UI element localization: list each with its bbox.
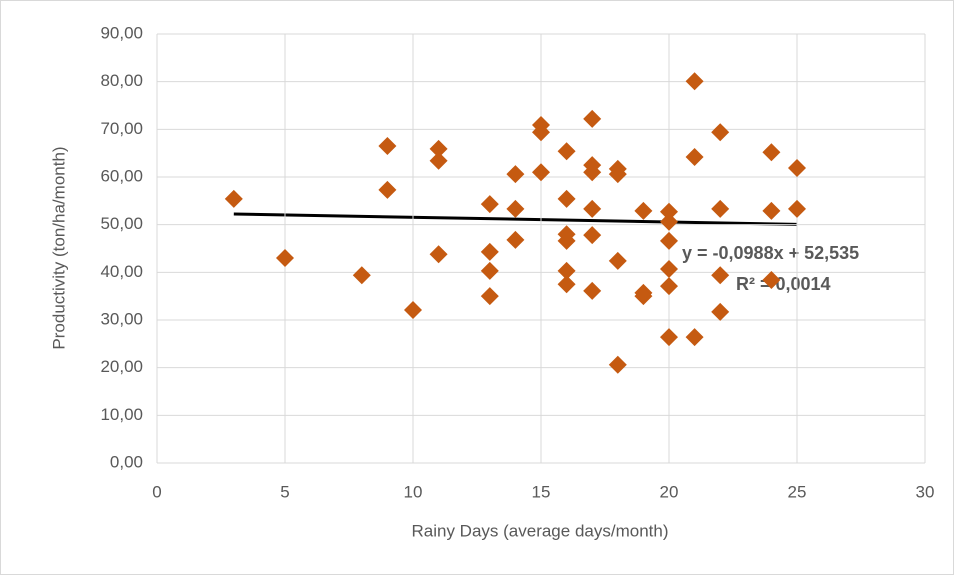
data-point [583,163,602,182]
data-point [276,249,294,268]
y-tick-label: 20,00 [100,357,143,376]
data-point [583,226,602,245]
data-point [608,251,627,270]
x-tick-label: 20 [660,482,679,501]
data-point [711,123,730,142]
y-tick-label: 80,00 [100,71,143,90]
data-point [634,287,653,306]
data-point [480,195,499,214]
x-tick-label: 5 [280,482,289,501]
data-point [660,212,678,231]
data-point [532,163,550,182]
y-tick-label: 0,00 [110,452,143,471]
data-point [429,245,448,264]
y-tick-label: 50,00 [100,214,143,233]
data-point [557,261,576,280]
data-point [480,287,499,306]
data-point [660,259,678,278]
y-tick-label: 90,00 [100,23,143,42]
data-point [583,281,602,300]
x-tick-label: 15 [532,482,551,501]
data-point [480,261,499,280]
data-point [506,165,525,184]
data-point [378,180,397,199]
trendline-r2: R² = 0,0014 [736,274,831,294]
data-point [378,137,397,156]
data-point [608,355,627,374]
data-point [557,231,576,250]
data-point [762,143,781,162]
y-tick-label: 70,00 [100,119,143,138]
data-point [762,201,781,220]
data-point [557,189,576,208]
trendline [233,212,798,226]
data-point [480,242,499,261]
data-point [557,275,576,294]
data-point [685,147,704,166]
y-tick-label: 40,00 [100,262,143,281]
data-point [352,266,371,285]
y-tick-label: 60,00 [100,166,143,185]
data-point [788,199,806,218]
data-point [685,72,704,91]
x-axis-label: Rainy Days (average days/month) [411,521,668,540]
data-point [660,277,678,296]
data-point [583,109,602,128]
x-tick-label: 30 [916,482,935,501]
data-point [404,300,422,319]
data-point [711,266,730,285]
data-point [532,123,550,142]
x-tick-label: 25 [788,482,807,501]
data-point [660,202,678,221]
data-point [711,199,730,218]
data-point [429,151,448,170]
y-tick-label: 10,00 [100,405,143,424]
data-point [711,302,730,321]
data-point [685,328,704,347]
data-point [557,142,576,161]
x-tick-label: 10 [404,482,423,501]
y-tick-label: 30,00 [100,309,143,328]
data-point [660,328,678,347]
data-point [762,270,781,289]
data-point [660,231,678,250]
x-tick-label: 0 [152,482,161,501]
trendline-equation: y = -0,0988x + 52,535 [682,243,859,263]
data-point [634,201,653,220]
data-point [608,165,627,184]
data-point [788,158,806,177]
data-point [506,230,525,249]
data-point [429,139,448,158]
y-axis-label: Productivity (ton/ha/month) [49,146,68,349]
data-point [506,199,525,218]
data-point [583,199,602,218]
data-point [224,189,243,208]
